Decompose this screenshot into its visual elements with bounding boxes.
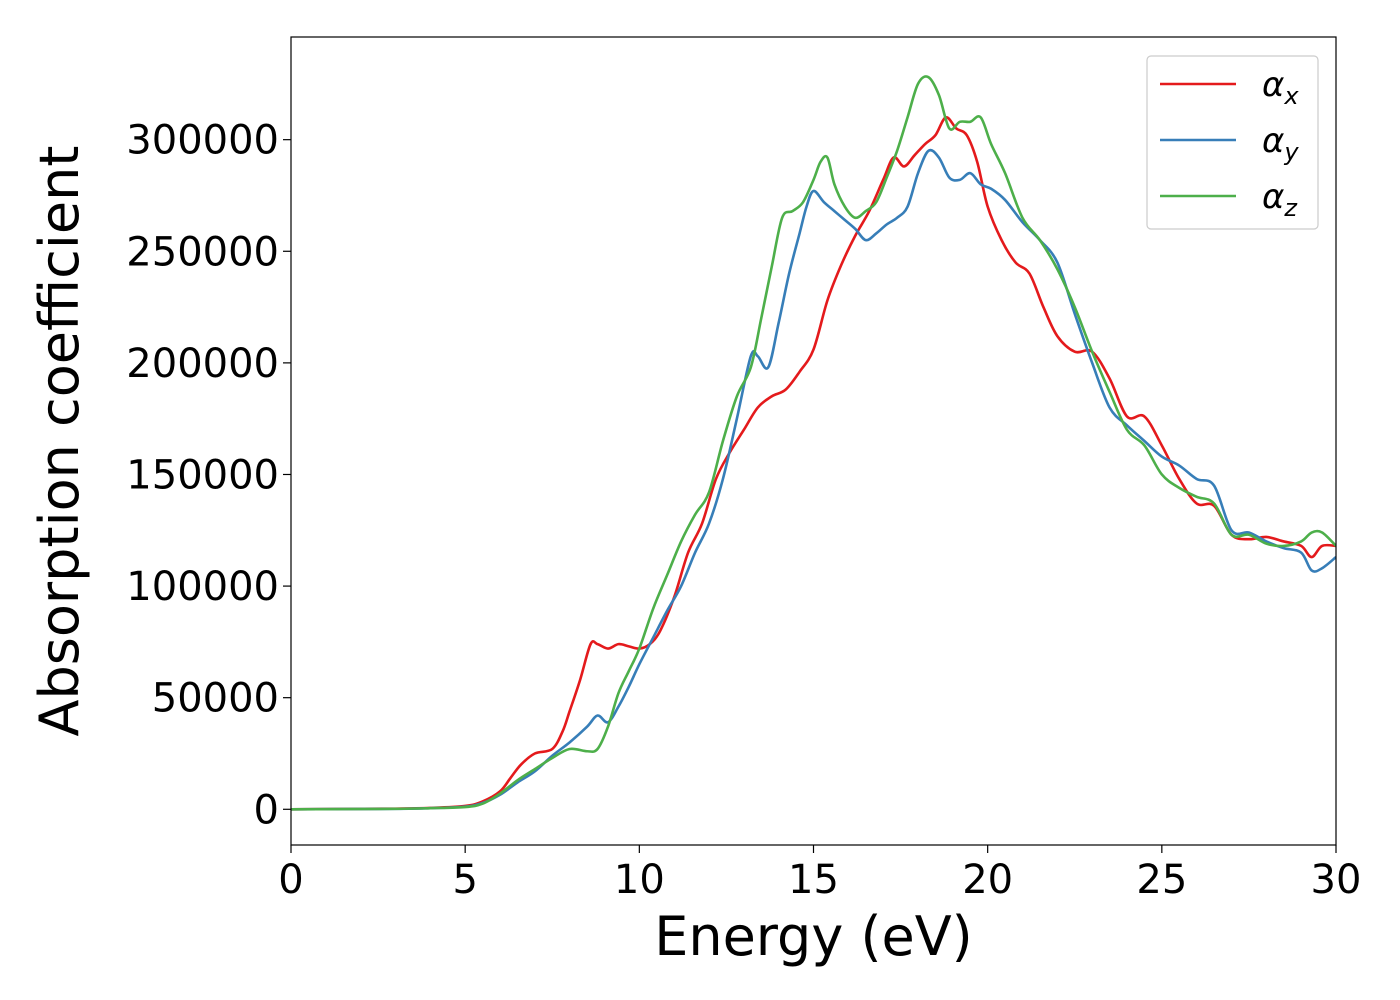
legend-label-alpha-z: αz (1262, 177, 1298, 222)
x-axis: 0 5 10 15 20 25 30 (278, 845, 1361, 903)
x-tick-label: 20 (962, 857, 1013, 903)
series-line-alpha-y (291, 148, 1336, 811)
y-tick-label: 300000 (126, 118, 279, 164)
legend-label-alpha-y: αy (1262, 121, 1299, 166)
legend-box (1146, 55, 1319, 230)
y-tick-label: 0 (254, 787, 279, 833)
series-line-alpha-z (291, 75, 1336, 811)
series-line-alpha-x (291, 116, 1336, 811)
x-tick-label: 5 (452, 857, 477, 903)
y-tick-label: 200000 (126, 341, 279, 387)
series-layer (291, 75, 1336, 811)
y-tick-label: 150000 (126, 452, 279, 498)
legend-label-alpha-x: αx (1262, 65, 1299, 110)
x-tick-label: 30 (1311, 857, 1362, 903)
legend: αx αy αz (1146, 55, 1319, 230)
y-tick-label: 250000 (126, 229, 279, 275)
x-tick-label: 25 (1136, 857, 1187, 903)
y-tick-label: 50000 (152, 676, 279, 722)
y-axis-label: Absorption coefficient (28, 146, 91, 737)
x-axis-label: Energy (eV) (654, 905, 973, 968)
x-tick-label: 15 (788, 857, 839, 903)
x-tick-label: 0 (278, 857, 303, 903)
y-axis: 0 50000 100000 150000 200000 250000 300000 (126, 118, 291, 833)
x-tick-label: 10 (614, 857, 665, 903)
y-tick-label: 100000 (126, 564, 279, 610)
